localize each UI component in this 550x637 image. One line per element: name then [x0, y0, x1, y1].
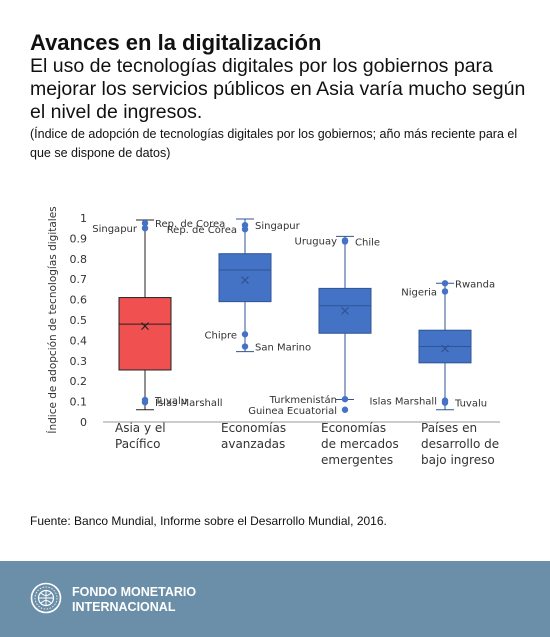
outlier-label: San Marino	[255, 343, 311, 354]
mean-marker	[241, 276, 249, 285]
outlier-point	[141, 399, 149, 406]
outlier-label: Islas Marshall	[369, 397, 437, 408]
y-tick-label: 0	[80, 416, 87, 429]
outlier-label: Chile	[355, 237, 380, 248]
footer-bar	[0, 561, 550, 637]
outlier-label: Chipre	[205, 330, 238, 341]
chart-note: (Índice de adopción de tecnologías digit…	[30, 127, 518, 160]
y-axis-label: Índice de adopción de tecnologías digita…	[46, 206, 59, 433]
x-category-label: Países en	[421, 421, 477, 435]
y-tick-label: 0.7	[70, 273, 88, 286]
mean-marker	[141, 322, 149, 331]
outlier-label: Rep. de Corea	[167, 225, 237, 236]
outlier-label: Tuvalu	[454, 399, 487, 410]
chart-subtitle: El uso de tecnologías digitales por los …	[30, 55, 526, 123]
y-tick-label: 0.1	[70, 396, 88, 409]
x-category-label: emergentes	[321, 453, 393, 467]
outlier-label: Guinea Ecuatorial	[248, 406, 337, 417]
outlier-point	[141, 219, 149, 227]
footer-org-name: FONDO MONETARIO INTERNACIONAL	[72, 585, 196, 614]
outlier-point	[241, 226, 249, 233]
outlier-label: Singapur	[92, 224, 138, 235]
y-tick-label: 0.5	[70, 314, 88, 327]
x-category-label: desarrollo de	[421, 437, 499, 451]
outlier-label: Singapur	[255, 221, 301, 232]
source-note: Fuente: Banco Mundial, Informe sobre el …	[30, 514, 387, 528]
outlier-label: Rep. de Corea	[155, 219, 225, 230]
outlier-point	[241, 343, 249, 350]
y-tick-label: 0.2	[70, 375, 88, 388]
x-category-label: avanzadas	[221, 437, 285, 451]
x-category-label: Economías	[221, 421, 286, 435]
y-tick-label: 0.8	[70, 253, 88, 266]
y-tick-label: 0.4	[70, 334, 88, 347]
x-category-label: Economías	[321, 421, 386, 435]
box-iqr	[118, 297, 172, 371]
y-tick-label: 1	[80, 212, 87, 225]
footer-org-line1: FONDO MONETARIO	[72, 585, 197, 599]
outlier-label: Islas Marshall	[155, 398, 223, 409]
outlier-point	[441, 288, 449, 295]
x-category-label: bajo ingreso	[421, 453, 495, 467]
mean-marker	[441, 344, 449, 353]
y-tick-label: 0.3	[70, 355, 88, 368]
imf-seal-icon	[30, 582, 62, 614]
outlier-point	[441, 280, 449, 287]
outlier-point	[141, 225, 149, 232]
outlier-label: Turkmenistán	[269, 394, 337, 406]
outlier-point	[341, 238, 349, 245]
outlier-label: Tuvalu	[154, 396, 187, 407]
y-tick-label: 0.6	[70, 294, 88, 307]
outlier-point	[341, 406, 349, 413]
outlier-point	[441, 399, 449, 406]
box-iqr	[218, 253, 272, 303]
chart-title: Avances en la digitalización	[30, 30, 322, 55]
y-tick-label: 0.9	[70, 232, 88, 245]
boxplot-chart: Índice de adopción de tecnologías digita…	[46, 206, 500, 467]
outlier-label: Uruguay	[295, 236, 338, 247]
outlier-label: Nigeria	[401, 287, 437, 298]
outlier-point	[241, 331, 249, 338]
footer-org-line2: INTERNACIONAL	[72, 599, 176, 614]
x-category-label: Pacífico	[115, 437, 160, 451]
outlier-label: Rwanda	[455, 279, 495, 290]
x-category-label: Asia y el	[115, 421, 166, 435]
chart-layer: Índice de adopción de tecnologías digita…	[46, 206, 500, 467]
mean-marker	[341, 306, 349, 315]
x-category-label: de mercados	[321, 437, 399, 451]
outlier-point	[341, 395, 349, 403]
